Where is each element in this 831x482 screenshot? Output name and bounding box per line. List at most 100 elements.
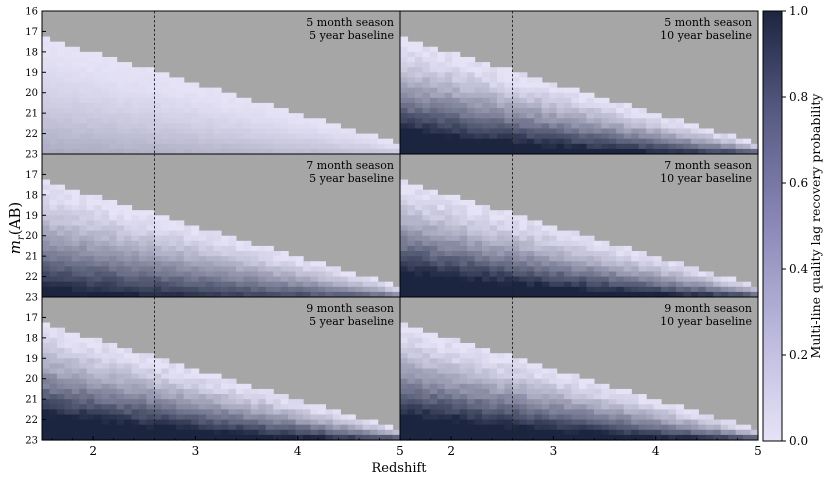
heatmap-cell bbox=[273, 138, 282, 145]
heatmap-cell bbox=[153, 138, 162, 145]
heatmap-cell bbox=[317, 291, 327, 298]
heatmap-cell bbox=[526, 133, 535, 140]
heatmap-cell bbox=[489, 72, 498, 78]
heatmap-cell bbox=[429, 215, 438, 221]
heatmap-cell bbox=[56, 225, 65, 232]
heatmap-cell bbox=[228, 108, 237, 114]
heatmap-cell bbox=[646, 414, 655, 421]
heatmap-cell bbox=[176, 92, 185, 99]
heatmap-cell bbox=[161, 97, 170, 104]
heatmap-cell bbox=[541, 108, 550, 114]
heatmap-cell bbox=[429, 77, 438, 84]
heatmap-cell bbox=[243, 97, 252, 104]
heatmap-cell bbox=[56, 62, 65, 68]
heatmap-cell bbox=[437, 51, 446, 58]
heatmap-cell bbox=[429, 46, 438, 53]
heatmap-cell bbox=[235, 281, 244, 288]
heatmap-cell bbox=[459, 434, 468, 441]
heatmap-cell bbox=[191, 281, 200, 288]
heatmap-cell bbox=[303, 424, 312, 431]
heatmap-cell bbox=[64, 363, 73, 370]
heatmap-cell bbox=[467, 424, 476, 431]
heatmap-cell bbox=[265, 102, 274, 109]
heatmap-cell bbox=[429, 62, 438, 68]
heatmap-cell bbox=[168, 138, 177, 145]
heatmap-cell bbox=[444, 429, 453, 436]
heatmap-cell bbox=[400, 332, 409, 339]
heatmap-cell bbox=[138, 409, 148, 416]
heatmap-cell bbox=[94, 194, 103, 201]
heatmap-cell bbox=[653, 276, 662, 283]
heatmap-cell bbox=[42, 363, 51, 370]
heatmap-cell bbox=[571, 383, 580, 390]
heatmap-cell bbox=[42, 230, 51, 237]
heatmap-cell bbox=[437, 368, 446, 375]
heatmap-cell bbox=[452, 51, 461, 58]
heatmap-cell bbox=[79, 261, 88, 267]
heatmap-cell bbox=[579, 92, 588, 99]
heatmap-cell bbox=[414, 419, 423, 426]
heatmap-cell bbox=[228, 256, 237, 262]
heatmap-cell bbox=[564, 424, 573, 431]
heatmap-cell bbox=[168, 276, 177, 283]
heatmap-cell bbox=[235, 245, 244, 252]
heatmap-cell bbox=[124, 348, 133, 354]
heatmap-cell bbox=[42, 399, 51, 405]
heatmap-cell bbox=[750, 143, 759, 150]
heatmap-cell bbox=[153, 373, 162, 380]
heatmap-cell bbox=[176, 97, 185, 104]
heatmap-cell bbox=[198, 434, 207, 441]
heatmap-cell bbox=[437, 414, 446, 421]
heatmap-cell bbox=[71, 404, 80, 410]
heatmap-cell bbox=[549, 230, 558, 237]
heatmap-cell bbox=[631, 291, 640, 298]
heatmap-cell bbox=[489, 230, 498, 237]
heatmap-cell bbox=[86, 342, 95, 349]
heatmap-cell bbox=[437, 62, 446, 68]
heatmap-cell bbox=[429, 128, 438, 135]
heatmap-cell bbox=[422, 358, 431, 364]
heatmap-cell bbox=[116, 143, 125, 150]
heatmap-cell bbox=[429, 404, 438, 410]
heatmap-cell bbox=[303, 118, 312, 124]
heatmap-cell bbox=[124, 133, 133, 140]
heatmap-cell bbox=[317, 138, 327, 145]
heatmap-cell bbox=[131, 266, 140, 273]
heatmap-cell bbox=[489, 281, 498, 288]
heatmap-cell bbox=[414, 434, 423, 441]
heatmap-cell bbox=[444, 348, 453, 354]
heatmap-cell bbox=[429, 72, 438, 78]
heatmap-cell bbox=[459, 210, 468, 216]
heatmap-cell bbox=[474, 123, 483, 130]
heatmap-cell bbox=[623, 123, 632, 130]
heatmap-cell bbox=[586, 108, 595, 114]
heatmap-cell bbox=[124, 266, 133, 273]
heatmap-cell bbox=[86, 240, 95, 247]
heatmap-cell bbox=[496, 87, 506, 94]
heatmap-cell bbox=[332, 429, 341, 436]
heatmap-cell bbox=[146, 394, 155, 400]
heatmap-cell bbox=[407, 148, 416, 155]
heatmap-cell bbox=[496, 138, 506, 145]
heatmap-cell bbox=[690, 281, 699, 288]
heatmap-cell bbox=[94, 51, 103, 58]
heatmap-cell bbox=[168, 394, 177, 400]
heatmap-cell bbox=[511, 251, 520, 257]
heatmap-cell bbox=[526, 419, 535, 426]
heatmap-cell bbox=[206, 118, 215, 124]
panel-frame bbox=[399, 296, 759, 441]
heatmap-cell bbox=[534, 220, 543, 227]
heatmap-cell bbox=[86, 123, 95, 130]
heatmap-cell bbox=[720, 286, 729, 293]
heatmap-cell bbox=[124, 77, 133, 84]
heatmap-cell bbox=[504, 353, 513, 359]
heatmap-cell bbox=[153, 97, 162, 104]
heatmap-cell bbox=[444, 108, 453, 114]
heatmap-cell bbox=[496, 72, 506, 78]
heatmap-cell bbox=[265, 281, 274, 288]
heatmap-cell bbox=[549, 113, 558, 119]
y-tick-label: 18 bbox=[25, 333, 38, 344]
heatmap-cell bbox=[161, 133, 170, 140]
heatmap-cell bbox=[661, 291, 670, 298]
heatmap-cell bbox=[631, 113, 640, 119]
